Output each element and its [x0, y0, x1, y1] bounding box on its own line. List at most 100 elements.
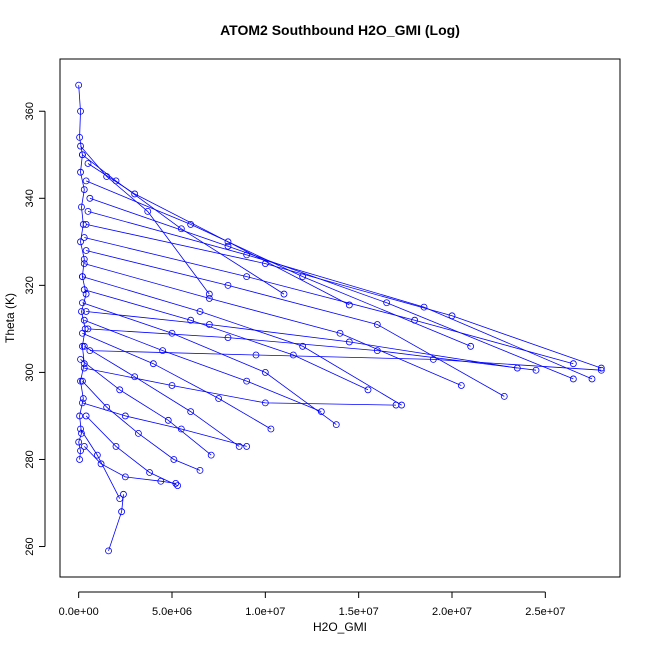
data-point: [105, 547, 112, 555]
data-point: [457, 382, 465, 389]
y-tick-label: 360: [24, 102, 36, 120]
data-point: [364, 386, 372, 394]
data-point: [131, 190, 139, 198]
data-point: [168, 382, 176, 389]
data-point: [261, 260, 269, 267]
data-point: [168, 329, 176, 337]
data-point: [78, 429, 85, 437]
data-point: [75, 438, 83, 446]
data-point: [112, 177, 120, 185]
data-point: [80, 260, 88, 267]
profile-line: [84, 289, 369, 391]
data-point: [82, 221, 90, 228]
data-point: [345, 338, 353, 346]
profile-line: [86, 250, 505, 397]
data-point: [159, 347, 167, 355]
data-point: [82, 247, 90, 254]
data-point: [80, 255, 88, 263]
data-point: [532, 366, 540, 374]
data-point: [299, 342, 307, 350]
x-tick-label: 1.5e+07: [339, 606, 379, 618]
data-point: [224, 281, 232, 289]
data-point: [78, 203, 85, 211]
data-point: [80, 316, 88, 324]
data-point: [205, 295, 213, 302]
x-tick-label: 1.0e+07: [245, 606, 285, 618]
y-axis: 260 280 300 320 340 360: [24, 102, 46, 556]
data-point: [429, 355, 437, 363]
data-point: [84, 160, 92, 167]
data-point: [289, 351, 297, 359]
data-point: [75, 81, 83, 89]
data-point: [120, 490, 127, 498]
data-point: [116, 495, 124, 503]
data-point: [513, 364, 521, 372]
x-tick-label: 2.0e+07: [432, 606, 472, 618]
profile-line: [82, 302, 337, 425]
data-point: [267, 425, 275, 433]
data-point: [588, 375, 596, 383]
data-point: [224, 238, 232, 246]
y-tick-label: 340: [24, 189, 36, 207]
data-point: [345, 301, 353, 309]
profile-line: [108, 494, 124, 552]
data-point: [86, 347, 94, 355]
data-point: [252, 351, 260, 359]
data-point: [82, 290, 90, 298]
data-point: [79, 395, 87, 402]
data-point: [261, 399, 269, 407]
data-point: [243, 377, 251, 385]
data-point: [177, 225, 185, 233]
data-point: [224, 242, 232, 250]
data-point: [420, 303, 428, 311]
profile-line: [80, 428, 121, 499]
data-point: [80, 234, 88, 241]
data-point: [392, 401, 400, 409]
data-point: [77, 425, 84, 433]
data-point: [332, 421, 340, 429]
y-tick-label: 300: [24, 363, 36, 381]
profile-line: [82, 276, 402, 406]
profile-line: [82, 402, 247, 447]
data-point: [80, 443, 88, 450]
data-point: [170, 456, 178, 463]
data-point: [77, 142, 84, 150]
data-point: [280, 290, 288, 298]
profile-line: [84, 263, 462, 386]
data-point: [177, 425, 185, 433]
y-tick-label: 320: [24, 276, 36, 294]
data-point: [118, 508, 125, 516]
data-point: [82, 177, 90, 185]
data-point: [205, 290, 213, 298]
profile-line: [89, 197, 574, 380]
x-tick-label: 5.0e+06: [152, 606, 192, 618]
data-point: [112, 443, 120, 450]
data-point: [597, 364, 605, 372]
x-axis: 0.0e+00 5.0e+06 1.0e+07 1.5e+07 2.0e+07 2.5e+…: [59, 591, 565, 618]
data-point: [76, 456, 83, 463]
x-axis-label: H2O_GMI: [313, 620, 367, 634]
profile-line: [87, 211, 593, 380]
data-point: [77, 447, 84, 455]
data-point: [224, 334, 232, 341]
data-point: [373, 321, 381, 328]
profile-line: [82, 332, 272, 430]
data-point: [207, 451, 215, 459]
profile-line: [82, 380, 201, 471]
x-tick-label: 2.5e+07: [525, 606, 565, 618]
chart-title: ATOM2 Southbound H2O_GMI (Log): [220, 22, 460, 38]
data-point: [336, 329, 344, 337]
data-point: [317, 408, 325, 415]
data-point: [299, 273, 307, 281]
data-point: [86, 194, 94, 202]
data-point: [79, 342, 86, 350]
data-point: [81, 325, 89, 333]
profile-line: [80, 359, 212, 456]
data-point: [77, 377, 84, 385]
data-point: [121, 473, 129, 481]
data-point: [597, 366, 605, 374]
series-points: [75, 81, 605, 555]
data-point: [157, 477, 165, 485]
